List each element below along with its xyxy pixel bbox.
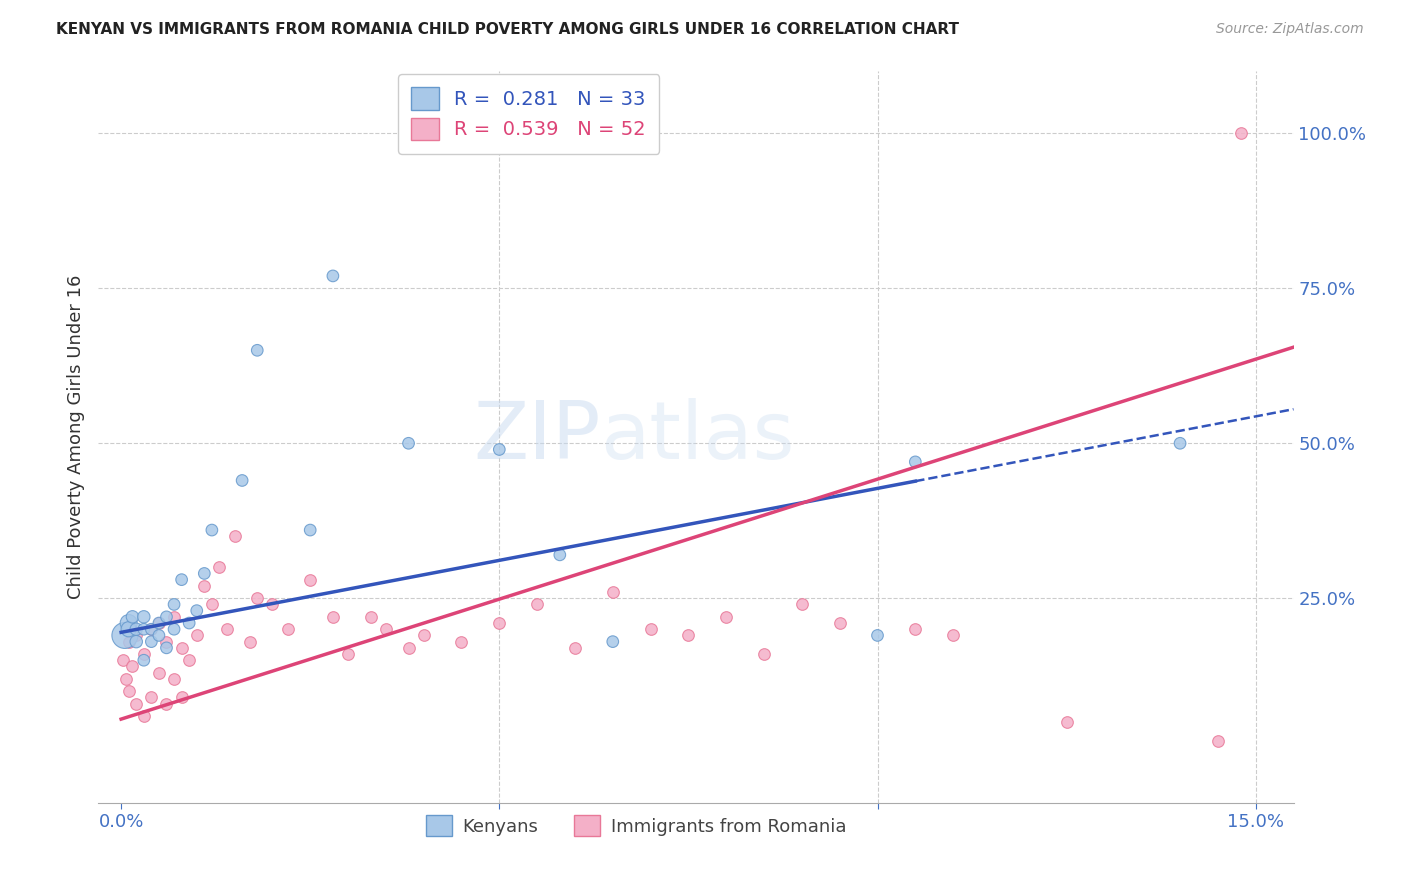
- Point: [148, 615, 170, 630]
- Point: [866, 628, 889, 642]
- Point: [322, 610, 344, 624]
- Point: [112, 653, 135, 667]
- Point: [828, 615, 851, 630]
- Point: [450, 634, 472, 648]
- Point: [564, 640, 586, 655]
- Point: [125, 622, 148, 636]
- Point: [239, 634, 262, 648]
- Point: [121, 659, 143, 673]
- Point: [299, 523, 322, 537]
- Text: Source: ZipAtlas.com: Source: ZipAtlas.com: [1216, 22, 1364, 37]
- Point: [186, 604, 208, 618]
- Point: [155, 610, 177, 624]
- Point: [179, 615, 201, 630]
- Point: [262, 598, 284, 612]
- Point: [118, 615, 141, 630]
- Text: atlas: atlas: [600, 398, 794, 476]
- Point: [121, 610, 143, 624]
- Point: [141, 690, 163, 705]
- Point: [148, 665, 170, 680]
- Point: [148, 628, 170, 642]
- Point: [1229, 126, 1251, 140]
- Point: [170, 640, 193, 655]
- Point: [1168, 436, 1191, 450]
- Point: [141, 622, 163, 636]
- Point: [170, 690, 193, 705]
- Point: [246, 343, 269, 358]
- Point: [163, 610, 186, 624]
- Point: [132, 610, 155, 624]
- Y-axis label: Child Poverty Among Girls Under 16: Child Poverty Among Girls Under 16: [66, 275, 84, 599]
- Point: [224, 529, 246, 543]
- Point: [193, 579, 215, 593]
- Point: [942, 628, 965, 642]
- Point: [602, 634, 624, 648]
- Point: [125, 697, 148, 711]
- Point: [125, 628, 148, 642]
- Point: [155, 634, 177, 648]
- Point: [170, 573, 193, 587]
- Point: [360, 610, 382, 624]
- Point: [640, 622, 662, 636]
- Point: [488, 442, 510, 457]
- Point: [398, 436, 420, 450]
- Point: [201, 598, 224, 612]
- Point: [163, 672, 186, 686]
- Point: [155, 697, 177, 711]
- Point: [215, 622, 238, 636]
- Point: [790, 598, 813, 612]
- Legend: Kenyans, Immigrants from Romania: Kenyans, Immigrants from Romania: [418, 806, 855, 845]
- Point: [716, 610, 738, 624]
- Point: [412, 628, 434, 642]
- Point: [904, 622, 927, 636]
- Point: [163, 622, 186, 636]
- Point: [114, 628, 136, 642]
- Point: [526, 598, 548, 612]
- Point: [179, 653, 201, 667]
- Point: [141, 634, 163, 648]
- Point: [132, 653, 155, 667]
- Point: [163, 598, 186, 612]
- Point: [548, 548, 571, 562]
- Point: [398, 640, 420, 655]
- Point: [132, 709, 155, 723]
- Point: [118, 684, 141, 698]
- Point: [904, 455, 927, 469]
- Point: [201, 523, 224, 537]
- Point: [231, 474, 253, 488]
- Point: [148, 615, 170, 630]
- Text: ZIP: ZIP: [472, 398, 600, 476]
- Point: [132, 647, 155, 661]
- Point: [118, 622, 141, 636]
- Text: KENYAN VS IMMIGRANTS FROM ROMANIA CHILD POVERTY AMONG GIRLS UNDER 16 CORRELATION: KENYAN VS IMMIGRANTS FROM ROMANIA CHILD …: [56, 22, 959, 37]
- Point: [208, 560, 231, 574]
- Point: [322, 268, 344, 283]
- Point: [1206, 734, 1229, 748]
- Point: [141, 622, 163, 636]
- Point: [678, 628, 700, 642]
- Point: [132, 622, 155, 636]
- Point: [186, 628, 208, 642]
- Point: [299, 573, 322, 587]
- Point: [374, 622, 396, 636]
- Point: [337, 647, 360, 661]
- Point: [193, 566, 215, 581]
- Point: [118, 634, 141, 648]
- Point: [276, 622, 298, 636]
- Point: [602, 585, 624, 599]
- Point: [115, 672, 138, 686]
- Point: [488, 615, 510, 630]
- Point: [125, 634, 148, 648]
- Point: [246, 591, 269, 606]
- Point: [752, 647, 775, 661]
- Point: [1056, 715, 1078, 730]
- Point: [155, 640, 177, 655]
